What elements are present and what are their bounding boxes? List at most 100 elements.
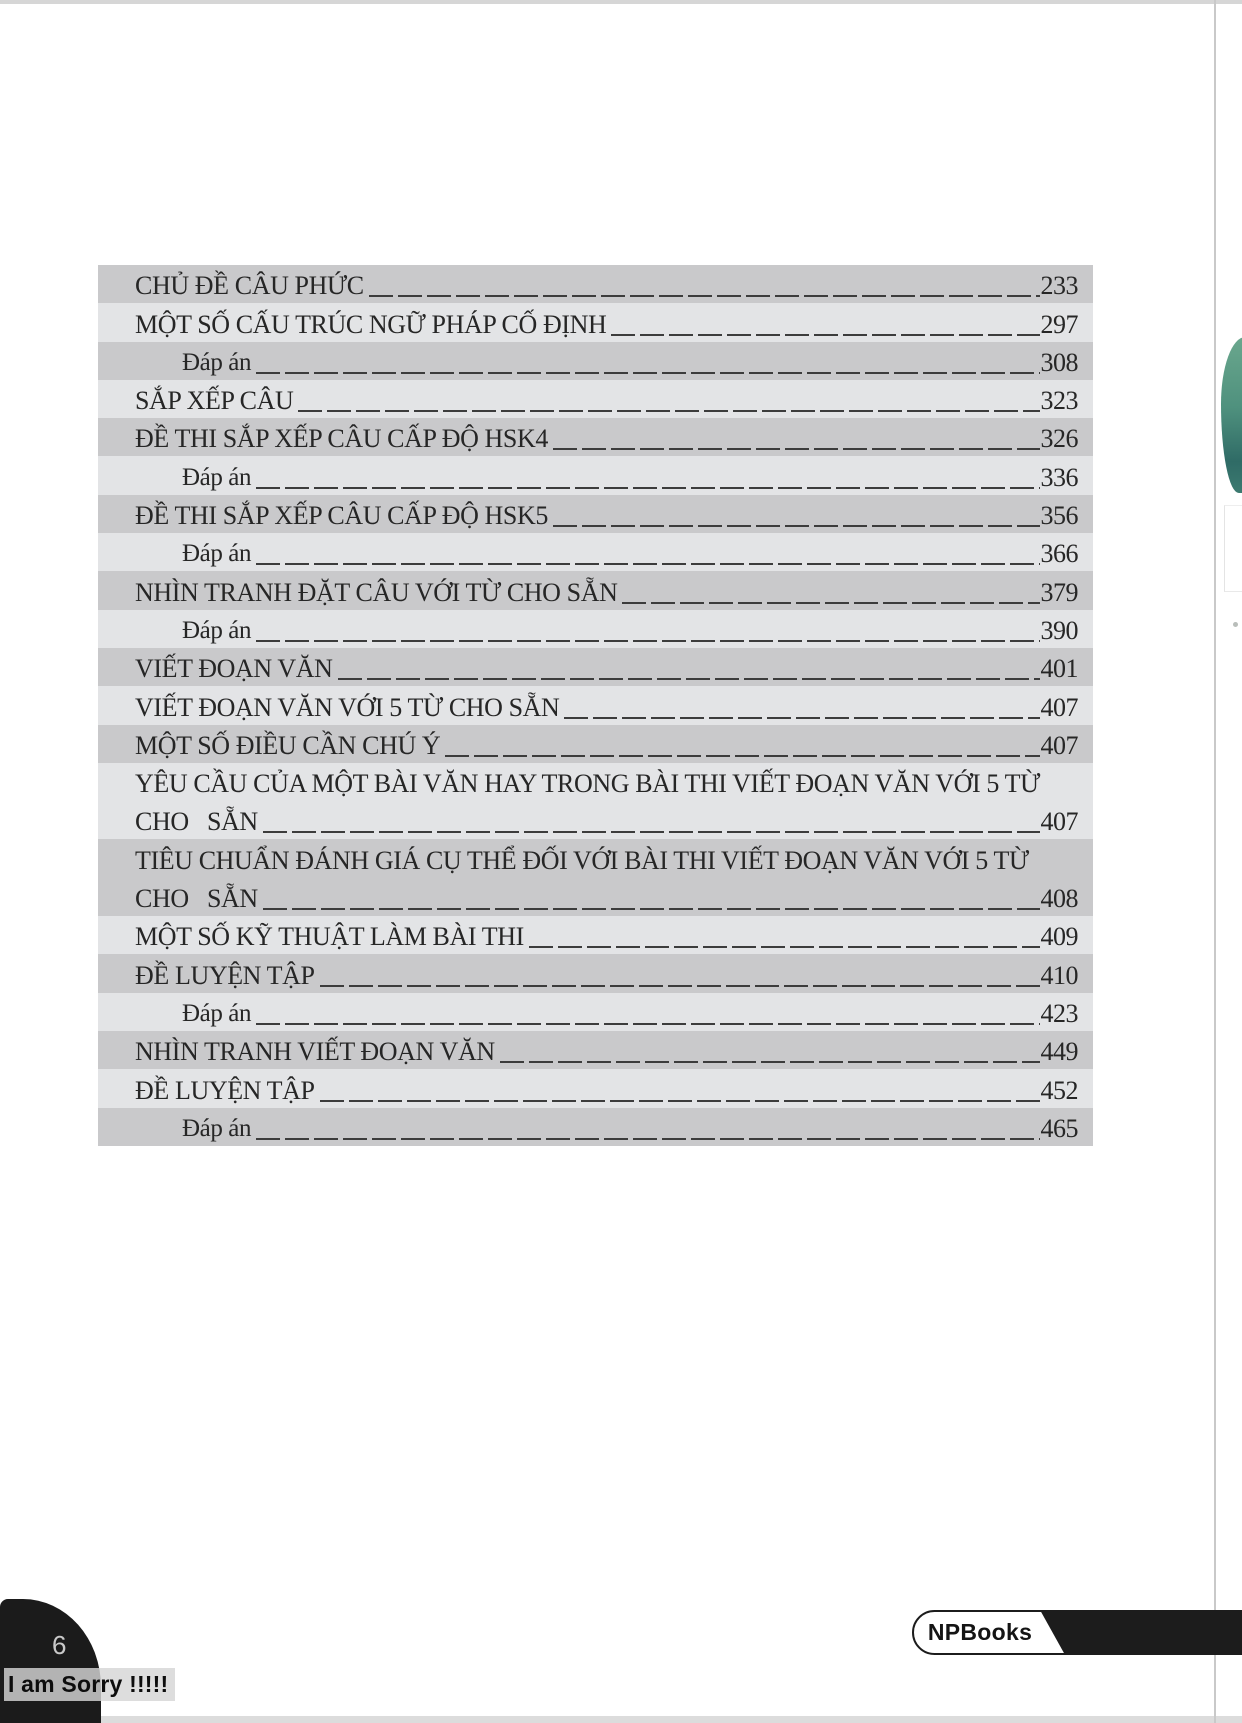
dot-leader xyxy=(445,754,1040,757)
toc-entry-title: CHO SẴN xyxy=(135,807,258,837)
toc-row: ĐỀ THI SẮP XẾP CÂU CẤP ĐỘ HSK4 326 xyxy=(98,418,1093,457)
toc-row: ĐỀ THI SẮP XẾP CÂU CẤP ĐỘ HSK5 356 xyxy=(98,494,1093,534)
toc-entry-title: ĐỀ THI SẮP XẾP CÂU CẤP ĐỘ HSK4 xyxy=(135,424,548,454)
scan-edge-bottom xyxy=(0,1716,1242,1723)
toc-entry-line1: TIÊU CHUẨN ĐÁNH GIÁ CỤ THỂ ĐỐI VỚI BÀI T… xyxy=(98,839,1093,877)
faint-photo-outline xyxy=(1224,505,1242,592)
dot-leader xyxy=(552,448,1040,451)
toc-row: Đáp án 336 xyxy=(98,456,1093,495)
toc-row: NHÌN TRANH ĐẶT CÂU VỚI TỪ CHO SẴN 379 xyxy=(98,571,1093,610)
toc-row: ĐỀ LUYỆN TẬP 452 xyxy=(98,1069,1093,1108)
dot-leader xyxy=(298,410,1040,413)
toc-entry-title: VIẾT ĐOẠN VĂN xyxy=(135,654,333,684)
toc-entry-page-number: 366 xyxy=(1040,539,1079,569)
toc-row: TIÊU CHUẨN ĐÁNH GIÁ CỤ THỂ ĐỐI VỚI BÀI T… xyxy=(98,839,1093,917)
publisher-name: NPBooks xyxy=(927,1619,1033,1645)
toc-entry-page-number: 407 xyxy=(1040,692,1079,722)
dot-leader xyxy=(611,333,1040,336)
dot-leader xyxy=(256,1137,1040,1140)
dot-leader xyxy=(368,295,1040,298)
toc-row: Đáp án 465 xyxy=(98,1107,1093,1146)
dot-leader xyxy=(319,1099,1040,1102)
scan-dust-dot xyxy=(1233,622,1238,627)
publisher-ribbon xyxy=(1041,1612,1240,1653)
toc-entry-page-number: 390 xyxy=(1040,615,1079,645)
toc-row: SẮP XẾP CÂU 323 xyxy=(98,379,1093,419)
leaf-photo-fragment xyxy=(1221,337,1242,493)
toc-entry-title: NHÌN TRANH VIẾT ĐOẠN VĂN xyxy=(135,1037,495,1067)
toc-row: MỘT SỐ KỸ THUẬT LÀM BÀI THI 409 xyxy=(98,916,1093,955)
toc-entry-title: MỘT SỐ KỸ THUẬT LÀM BÀI THI xyxy=(135,922,524,952)
table-of-contents: CHỦ ĐỀ CÂU PHỨC 233 MỘT SỐ CẤU TRÚC NGỮ PH… xyxy=(98,265,1093,1146)
toc-row: VIẾT ĐOẠN VĂN 401 xyxy=(98,647,1093,687)
toc-entry-page-number: 323 xyxy=(1040,386,1079,416)
dot-leader xyxy=(256,371,1040,374)
toc-entry-page-number: 423 xyxy=(1040,998,1079,1028)
toc-entry-title: YÊU CẦU CỦA MỘT BÀI VĂN HAY TRONG BÀI TH… xyxy=(135,769,1040,799)
toc-entry-page-number: 308 xyxy=(1040,347,1079,377)
toc-entry-page-number: 407 xyxy=(1040,807,1079,837)
watermark-text: I am Sorry !!!!! xyxy=(4,1668,176,1701)
toc-entry-title: MỘT SỐ CẤU TRÚC NGỮ PHÁP CỐ ĐỊNH xyxy=(135,309,607,339)
dot-leader xyxy=(256,486,1040,489)
toc-row: CHỦ ĐỀ CÂU PHỨC 233 xyxy=(98,265,1093,304)
dot-leader xyxy=(552,525,1040,528)
toc-row: ĐỀ LUYỆN TẬP 410 xyxy=(98,954,1093,993)
toc-row: YÊU CẦU CỦA MỘT BÀI VĂN HAY TRONG BÀI TH… xyxy=(98,762,1093,840)
page-number: 6 xyxy=(52,1630,67,1660)
toc-row: Đáp án 366 xyxy=(98,533,1093,572)
toc-entry-page-number: 233 xyxy=(1040,271,1079,301)
toc-entry-title: CHO SẴN xyxy=(135,884,258,914)
toc-entry-page-number: 409 xyxy=(1040,922,1079,952)
dot-leader xyxy=(528,946,1040,949)
toc-entry-page-number: 408 xyxy=(1040,884,1079,914)
toc-entry-page-number: 449 xyxy=(1040,1037,1079,1067)
dot-leader xyxy=(256,1022,1040,1025)
toc-entry-line1: YÊU CẦU CỦA MỘT BÀI VĂN HAY TRONG BÀI TH… xyxy=(98,763,1093,801)
publisher-logo: NPBooks xyxy=(914,1612,1046,1653)
toc-entry-title: Đáp án xyxy=(182,999,252,1027)
toc-entry-line2: CHO SẴN 408 xyxy=(98,878,1093,916)
toc-entry-page-number: 379 xyxy=(1040,577,1079,607)
toc-row: VIẾT ĐOẠN VĂN VỚI 5 TỪ CHO SẴN 407 xyxy=(98,686,1093,725)
toc-entry-title: ĐỀ LUYỆN TẬP xyxy=(135,960,315,990)
scan-edge-top xyxy=(0,0,1242,4)
dot-leader xyxy=(337,678,1040,681)
toc-entry-title: CHỦ ĐỀ CÂU PHỨC xyxy=(135,271,364,301)
toc-entry-title: SẮP XẾP CÂU xyxy=(135,386,294,416)
dot-leader xyxy=(262,831,1040,834)
toc-entry-page-number: 452 xyxy=(1040,1075,1079,1105)
toc-entry-page-number: 356 xyxy=(1040,501,1079,531)
toc-entry-title: ĐỀ LUYỆN TẬP xyxy=(135,1075,315,1105)
toc-entry-title: Đáp án xyxy=(182,348,252,376)
toc-row: Đáp án 423 xyxy=(98,992,1093,1031)
toc-entry-page-number: 326 xyxy=(1040,424,1079,454)
toc-entry-title: MỘT SỐ ĐIỀU CẦN CHÚ Ý xyxy=(135,730,441,760)
dot-leader xyxy=(622,601,1040,604)
toc-entry-title: Đáp án xyxy=(182,540,252,568)
toc-entry-title: Đáp án xyxy=(182,463,252,491)
toc-entry-title: Đáp án xyxy=(182,616,252,644)
scan-edge-right xyxy=(1214,0,1216,1723)
toc-entry-title: NHÌN TRANH ĐẶT CÂU VỚI TỪ CHO SẴN xyxy=(135,577,618,607)
toc-entry-page-number: 410 xyxy=(1040,960,1079,990)
toc-entry-title: VIẾT ĐOẠN VĂN VỚI 5 TỪ CHO SẴN xyxy=(135,692,560,722)
dot-leader xyxy=(256,639,1040,642)
toc-entry-page-number: 465 xyxy=(1040,1113,1079,1143)
toc-row: MỘT SỐ ĐIỀU CẦN CHÚ Ý 407 xyxy=(98,724,1093,763)
toc-entry-page-number: 297 xyxy=(1040,309,1079,339)
toc-row: MỘT SỐ CẤU TRÚC NGỮ PHÁP CỐ ĐỊNH 297 xyxy=(98,303,1093,342)
publisher-banner: NPBooks xyxy=(912,1610,1242,1655)
dot-leader xyxy=(499,1061,1040,1064)
toc-entry-title: ĐỀ THI SẮP XẾP CÂU CẤP ĐỘ HSK5 xyxy=(135,501,548,531)
dot-leader xyxy=(262,908,1040,911)
toc-entry-title: TIÊU CHUẨN ĐÁNH GIÁ CỤ THỂ ĐỐI VỚI BÀI T… xyxy=(135,845,1029,875)
toc-entry-page-number: 336 xyxy=(1040,462,1079,492)
dot-leader xyxy=(256,563,1040,566)
toc-row: Đáp án 390 xyxy=(98,609,1093,648)
page-number-box xyxy=(0,1599,101,1723)
toc-entry-page-number: 401 xyxy=(1040,654,1079,684)
toc-entry-page-number: 407 xyxy=(1040,730,1079,760)
toc-entry-line2: CHO SẴN 407 xyxy=(98,801,1093,839)
dot-leader xyxy=(319,984,1040,987)
